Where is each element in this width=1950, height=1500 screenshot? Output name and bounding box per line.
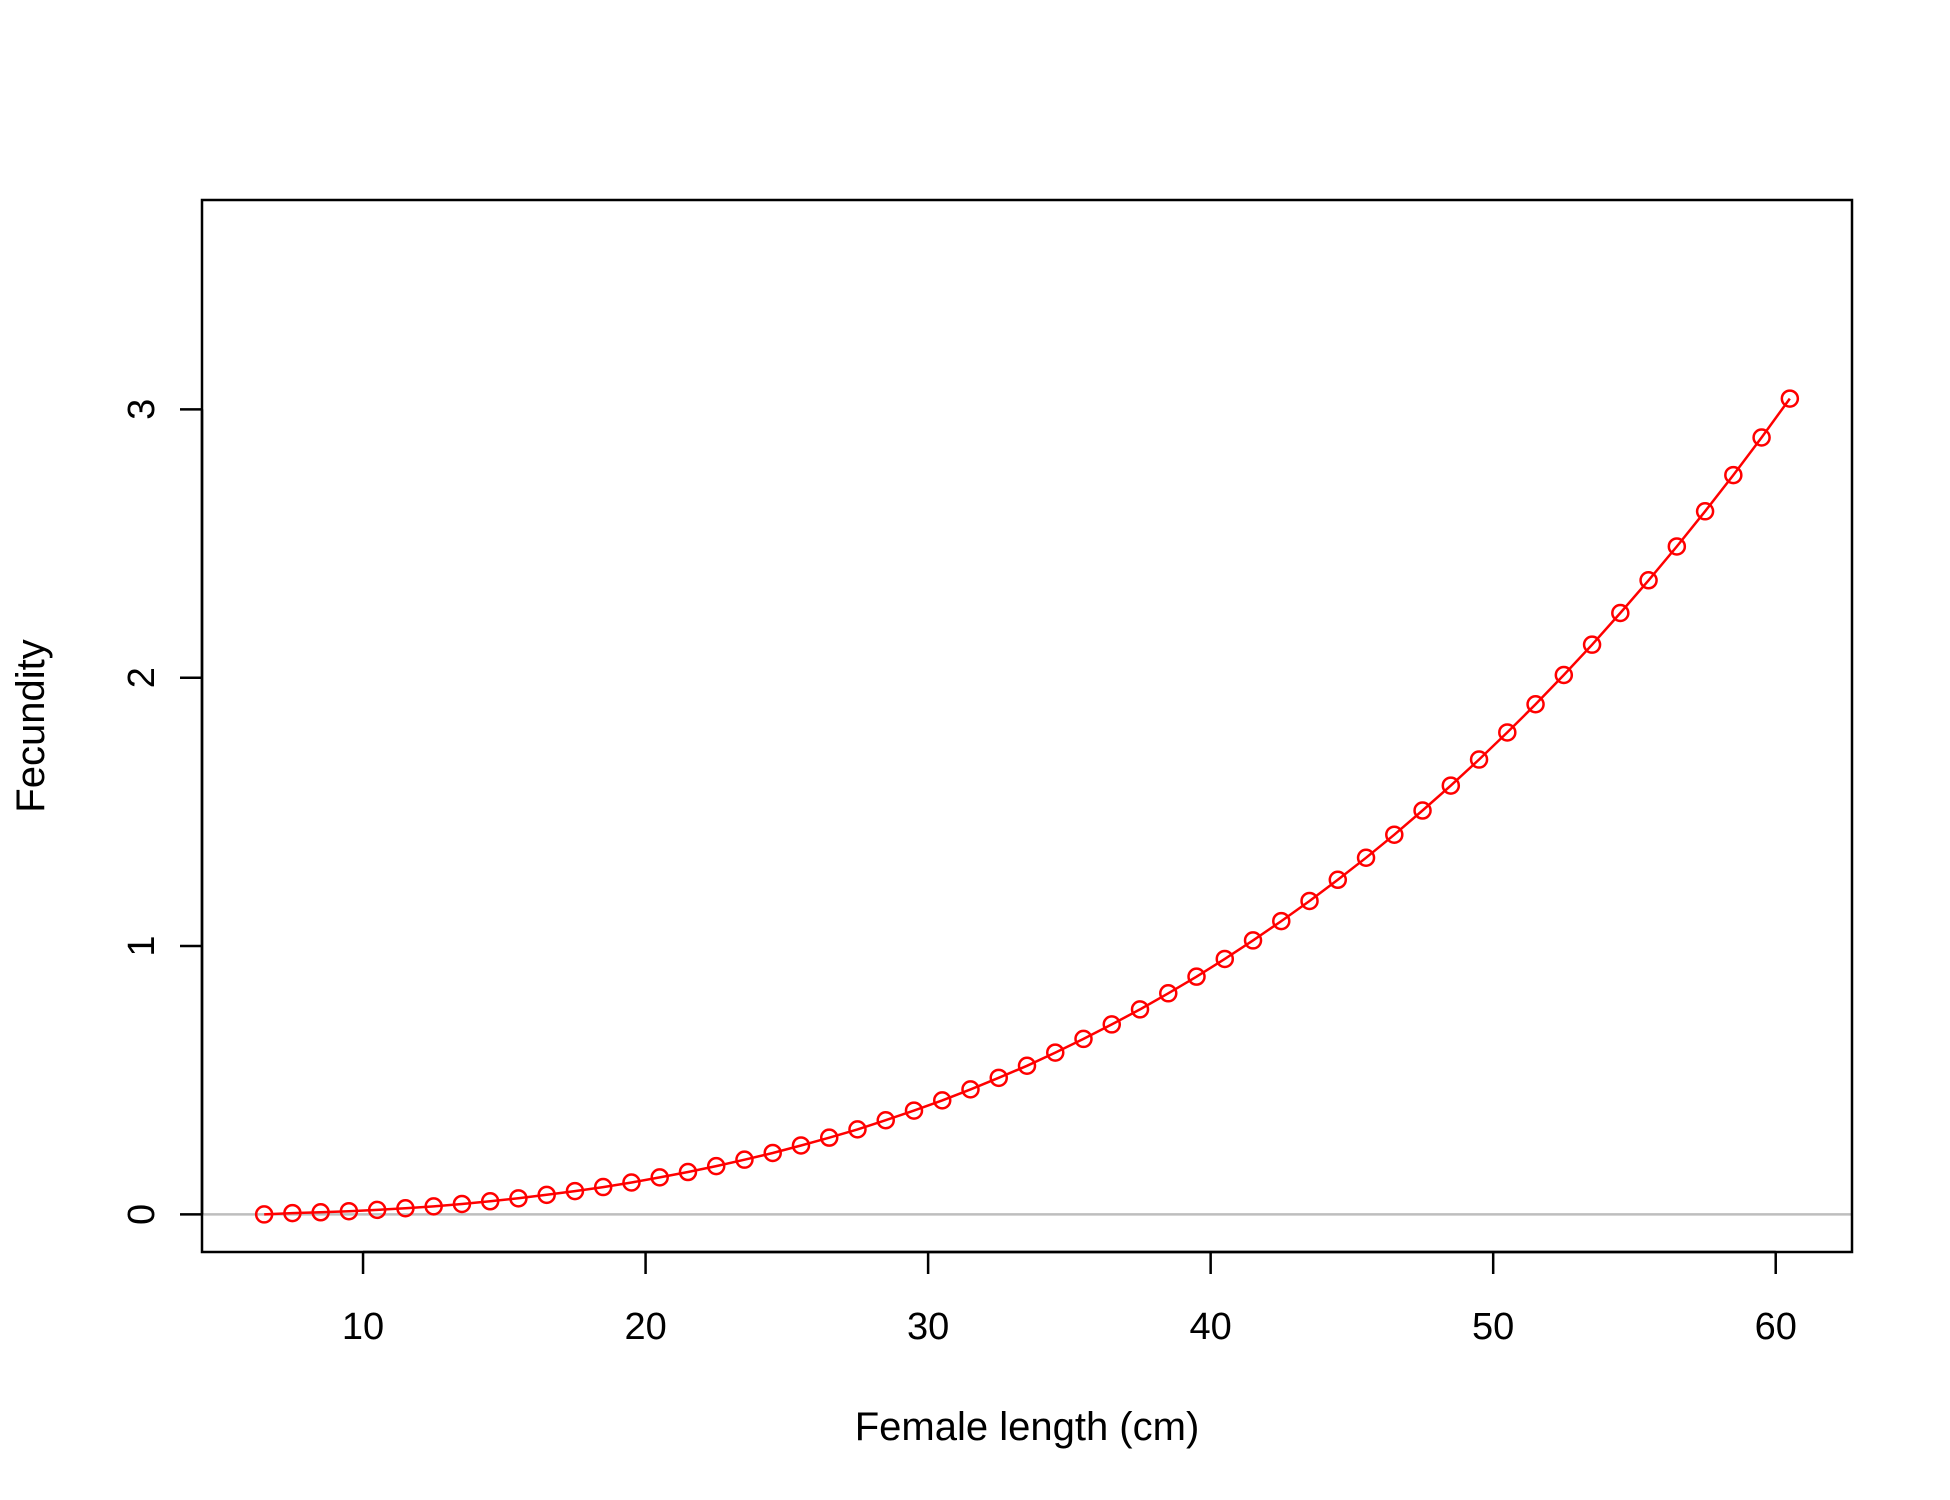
data-point bbox=[480, 1192, 500, 1211]
data-point bbox=[791, 1136, 811, 1155]
data-point bbox=[735, 1150, 754, 1169]
x-tick-label: 60 bbox=[1755, 1306, 1797, 1348]
x-tick-label: 30 bbox=[907, 1306, 949, 1348]
data-point bbox=[283, 1203, 302, 1223]
data-point bbox=[622, 1173, 641, 1192]
data-point bbox=[1159, 984, 1178, 1003]
data-point bbox=[1215, 949, 1235, 969]
data-point bbox=[1272, 911, 1291, 931]
data-point bbox=[1243, 931, 1263, 950]
data-point bbox=[1328, 870, 1348, 890]
x-tick-label: 40 bbox=[1190, 1306, 1232, 1348]
data-point bbox=[819, 1128, 839, 1147]
data-point bbox=[1102, 1015, 1122, 1034]
data-point bbox=[1356, 848, 1376, 868]
data-point bbox=[1611, 603, 1630, 623]
data-point bbox=[311, 1203, 330, 1222]
data-point bbox=[1187, 967, 1206, 986]
y-tick-label: 1 bbox=[121, 935, 163, 956]
data-point bbox=[1130, 1000, 1150, 1019]
plot-frame bbox=[200, 198, 1854, 1254]
y-tick-label: 0 bbox=[121, 1204, 163, 1225]
data-point bbox=[1752, 428, 1771, 447]
y-axis-label: Fecundity bbox=[9, 639, 53, 812]
data-point bbox=[1300, 891, 1319, 911]
data-point bbox=[452, 1194, 472, 1214]
data-point bbox=[650, 1168, 669, 1187]
data-point bbox=[1017, 1056, 1037, 1076]
data-point bbox=[848, 1120, 867, 1139]
data-point bbox=[339, 1201, 359, 1221]
x-tick-label: 50 bbox=[1472, 1306, 1514, 1348]
data-point bbox=[961, 1080, 980, 1099]
data-point bbox=[1046, 1043, 1065, 1062]
y-tick-label: 3 bbox=[121, 399, 163, 420]
data-point bbox=[396, 1199, 415, 1218]
data-point bbox=[537, 1185, 556, 1205]
data-point bbox=[565, 1181, 585, 1201]
fecundity-line bbox=[264, 397, 1791, 1216]
data-point bbox=[876, 1110, 895, 1130]
data-point bbox=[1526, 695, 1545, 714]
data-point bbox=[509, 1189, 528, 1208]
data-point bbox=[1780, 389, 1800, 408]
data-point bbox=[1639, 571, 1658, 590]
data-point bbox=[593, 1177, 613, 1197]
data-point bbox=[1441, 776, 1461, 795]
data-point bbox=[1074, 1029, 1093, 1049]
y-tick-label: 2 bbox=[121, 667, 163, 688]
data-point bbox=[367, 1200, 387, 1220]
data-point bbox=[1413, 801, 1432, 820]
x-axis: 10 20 30 40 50 60 bbox=[342, 1250, 1797, 1348]
data-point bbox=[1498, 723, 1517, 742]
data-point bbox=[1385, 825, 1404, 844]
data-point bbox=[1554, 665, 1574, 685]
x-tick-label: 20 bbox=[624, 1306, 666, 1348]
data-point bbox=[706, 1156, 726, 1176]
data-point bbox=[1695, 502, 1715, 521]
data-point bbox=[932, 1091, 952, 1110]
x-axis-label: Female length (cm) bbox=[855, 1405, 1200, 1449]
series-layer bbox=[254, 389, 1800, 1224]
data-point bbox=[1582, 635, 1602, 654]
data-point bbox=[1667, 537, 1687, 556]
data-point bbox=[904, 1101, 924, 1120]
data-point bbox=[678, 1162, 698, 1182]
data-point bbox=[989, 1068, 1008, 1088]
data-point bbox=[254, 1205, 274, 1224]
data-point bbox=[1469, 750, 1489, 769]
data-point bbox=[763, 1143, 782, 1163]
data-point bbox=[424, 1197, 443, 1216]
data-point bbox=[1724, 465, 1743, 485]
x-tick-label: 10 bbox=[342, 1306, 384, 1348]
y-axis: 0 1 2 3 bbox=[121, 399, 204, 1225]
